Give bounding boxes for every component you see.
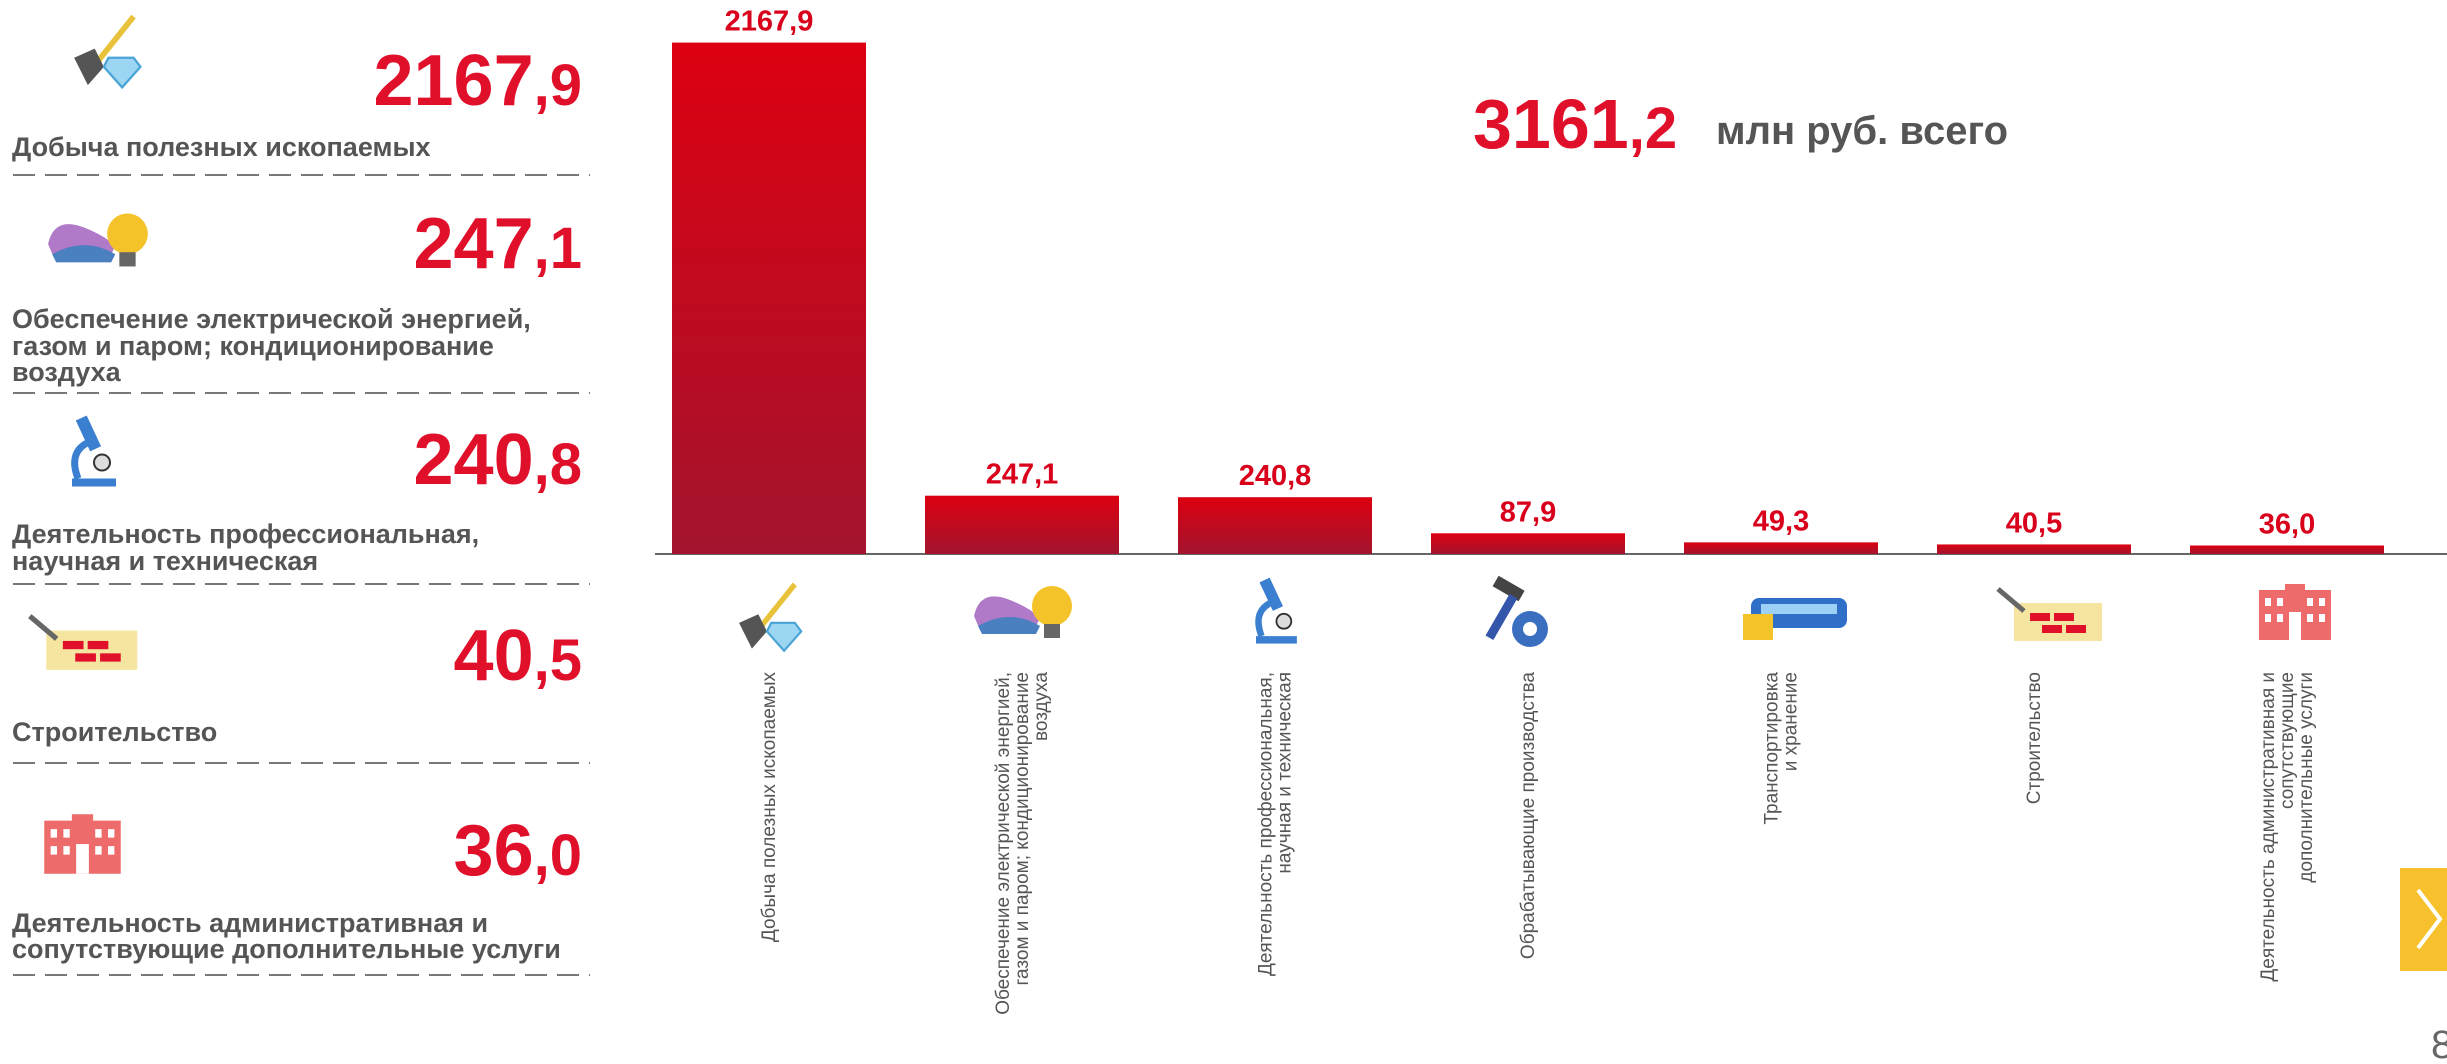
icon (30, 616, 137, 670)
icon (72, 415, 116, 486)
value-label: 49,3 (1753, 505, 1809, 537)
panel-label: сопутствующие дополнительные услуги (12, 934, 561, 964)
icon (74, 17, 140, 88)
x-tick-label: Обрабатывающие производства (1518, 672, 1539, 959)
icon (1256, 578, 1297, 644)
icon (48, 213, 148, 267)
x-tick-label: Добыча полезных ископаемых (759, 672, 780, 943)
panel-value: 2167,9 (373, 41, 582, 121)
value-label: 247,1 (986, 459, 1059, 491)
bar (1178, 497, 1372, 554)
x-tick-label: Транспортировкаи хранение (1762, 672, 1802, 825)
value-label: 40,5 (2006, 507, 2062, 539)
icon (2259, 584, 2331, 640)
panel-label: Деятельность профессиональная, (12, 519, 479, 549)
panel-label: Строительство (12, 717, 217, 747)
value-label: 2167,9 (725, 6, 814, 38)
icon (44, 814, 121, 874)
icon (1998, 589, 2102, 641)
panel-value: 40,5 (454, 616, 582, 696)
total-value: 3161,2 (1473, 85, 1677, 163)
icon (974, 586, 1072, 638)
panel-label: Обеспечение электрической энергией, (12, 304, 531, 334)
icon (1485, 575, 1548, 647)
chevron[interactable] (2416, 888, 2443, 950)
bar (1684, 542, 1878, 554)
x-tick-label: Деятельность административная исопутству… (2258, 672, 2317, 982)
panel-label: Деятельность административная и (12, 908, 488, 938)
value-label: 87,9 (1500, 496, 1556, 528)
total-unit: млн руб. всего (1716, 109, 2008, 153)
panel-label: газом и паром; кондиционирование (12, 331, 494, 361)
x-tick-label: Деятельность профессиональная,научная и … (1256, 672, 1296, 976)
bar (1937, 544, 2131, 554)
value-label: 36,0 (2259, 509, 2315, 541)
panel-label: Добыча полезных ископаемых (12, 132, 431, 162)
next-button[interactable] (2400, 868, 2447, 971)
panel-label: воздуха (12, 357, 122, 387)
panel-value: 36,0 (454, 811, 582, 891)
value-label: 240,8 (1239, 460, 1312, 492)
x-tick-label: Обеспечение электрической энергией,газом… (993, 672, 1052, 1015)
page-number: 8 (2431, 1023, 2447, 1064)
bar (672, 42, 866, 554)
bar (2190, 545, 2384, 554)
bar (1431, 533, 1625, 554)
panel-value: 247,1 (413, 204, 582, 284)
panel-value: 240,8 (413, 420, 582, 500)
x-tick-label: Строительство (2024, 672, 2045, 804)
bar (925, 495, 1119, 554)
icon (1743, 598, 1847, 640)
panel-label: научная и техническая (12, 546, 318, 576)
icon (739, 584, 801, 650)
